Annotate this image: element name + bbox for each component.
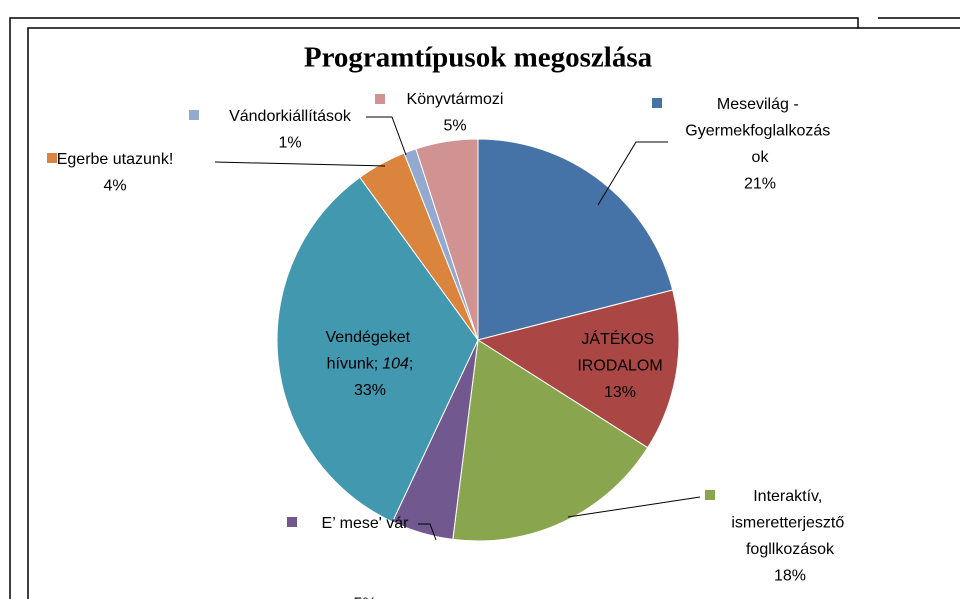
legend-key [652, 98, 662, 108]
pie-slice [477, 138, 674, 341]
data-label-name: JÁTÉKOS IRODALOM [577, 329, 662, 375]
legend-key [189, 110, 199, 120]
legend-key [375, 94, 385, 104]
legend-key [705, 490, 715, 500]
data-label-value: 4% [103, 178, 126, 195]
label-separator: ; [409, 356, 413, 373]
data-label-value: 18% [774, 568, 806, 585]
leader-line [597, 141, 668, 206]
chart-frame [9, 17, 960, 599]
leader-line [366, 116, 407, 156]
pie-slice [276, 176, 479, 523]
data-label-name: Vándorkiállítások [229, 108, 352, 125]
leader-line [418, 523, 437, 541]
leader-line [567, 496, 701, 518]
data-label-value: 5% [353, 596, 376, 599]
data-label-count: 104 [382, 356, 409, 373]
data-label-name: Vendégeket hívunk [326, 329, 415, 373]
legend-key [287, 517, 297, 527]
chart-title: Programtípusok megoszlása [304, 42, 653, 74]
data-label-name: Mesevilág - Gyermekfoglalkozás ok [685, 96, 834, 166]
pie-slice [452, 339, 649, 542]
pie-slice [476, 289, 680, 449]
data-label-name: E’ mese' vár [322, 515, 410, 532]
data-label-name: Egerbe utazunk! [57, 151, 174, 168]
data-label-value: 1% [278, 135, 301, 152]
legend-key [47, 153, 57, 163]
data-label-value: 5% [443, 118, 466, 135]
data-label-value: 13% [604, 384, 636, 401]
label-separator: ; [374, 356, 378, 373]
data-label-value: 33% [354, 382, 386, 399]
data-label-name: Könyvtármozi [407, 91, 504, 108]
plot-frame [27, 27, 858, 599]
leader-line [214, 161, 386, 167]
data-label-name: Interaktív, ismeretterjesztő fogllkozáso… [731, 488, 848, 558]
data-label-value: 21% [744, 176, 776, 193]
pie-slice [415, 138, 479, 341]
